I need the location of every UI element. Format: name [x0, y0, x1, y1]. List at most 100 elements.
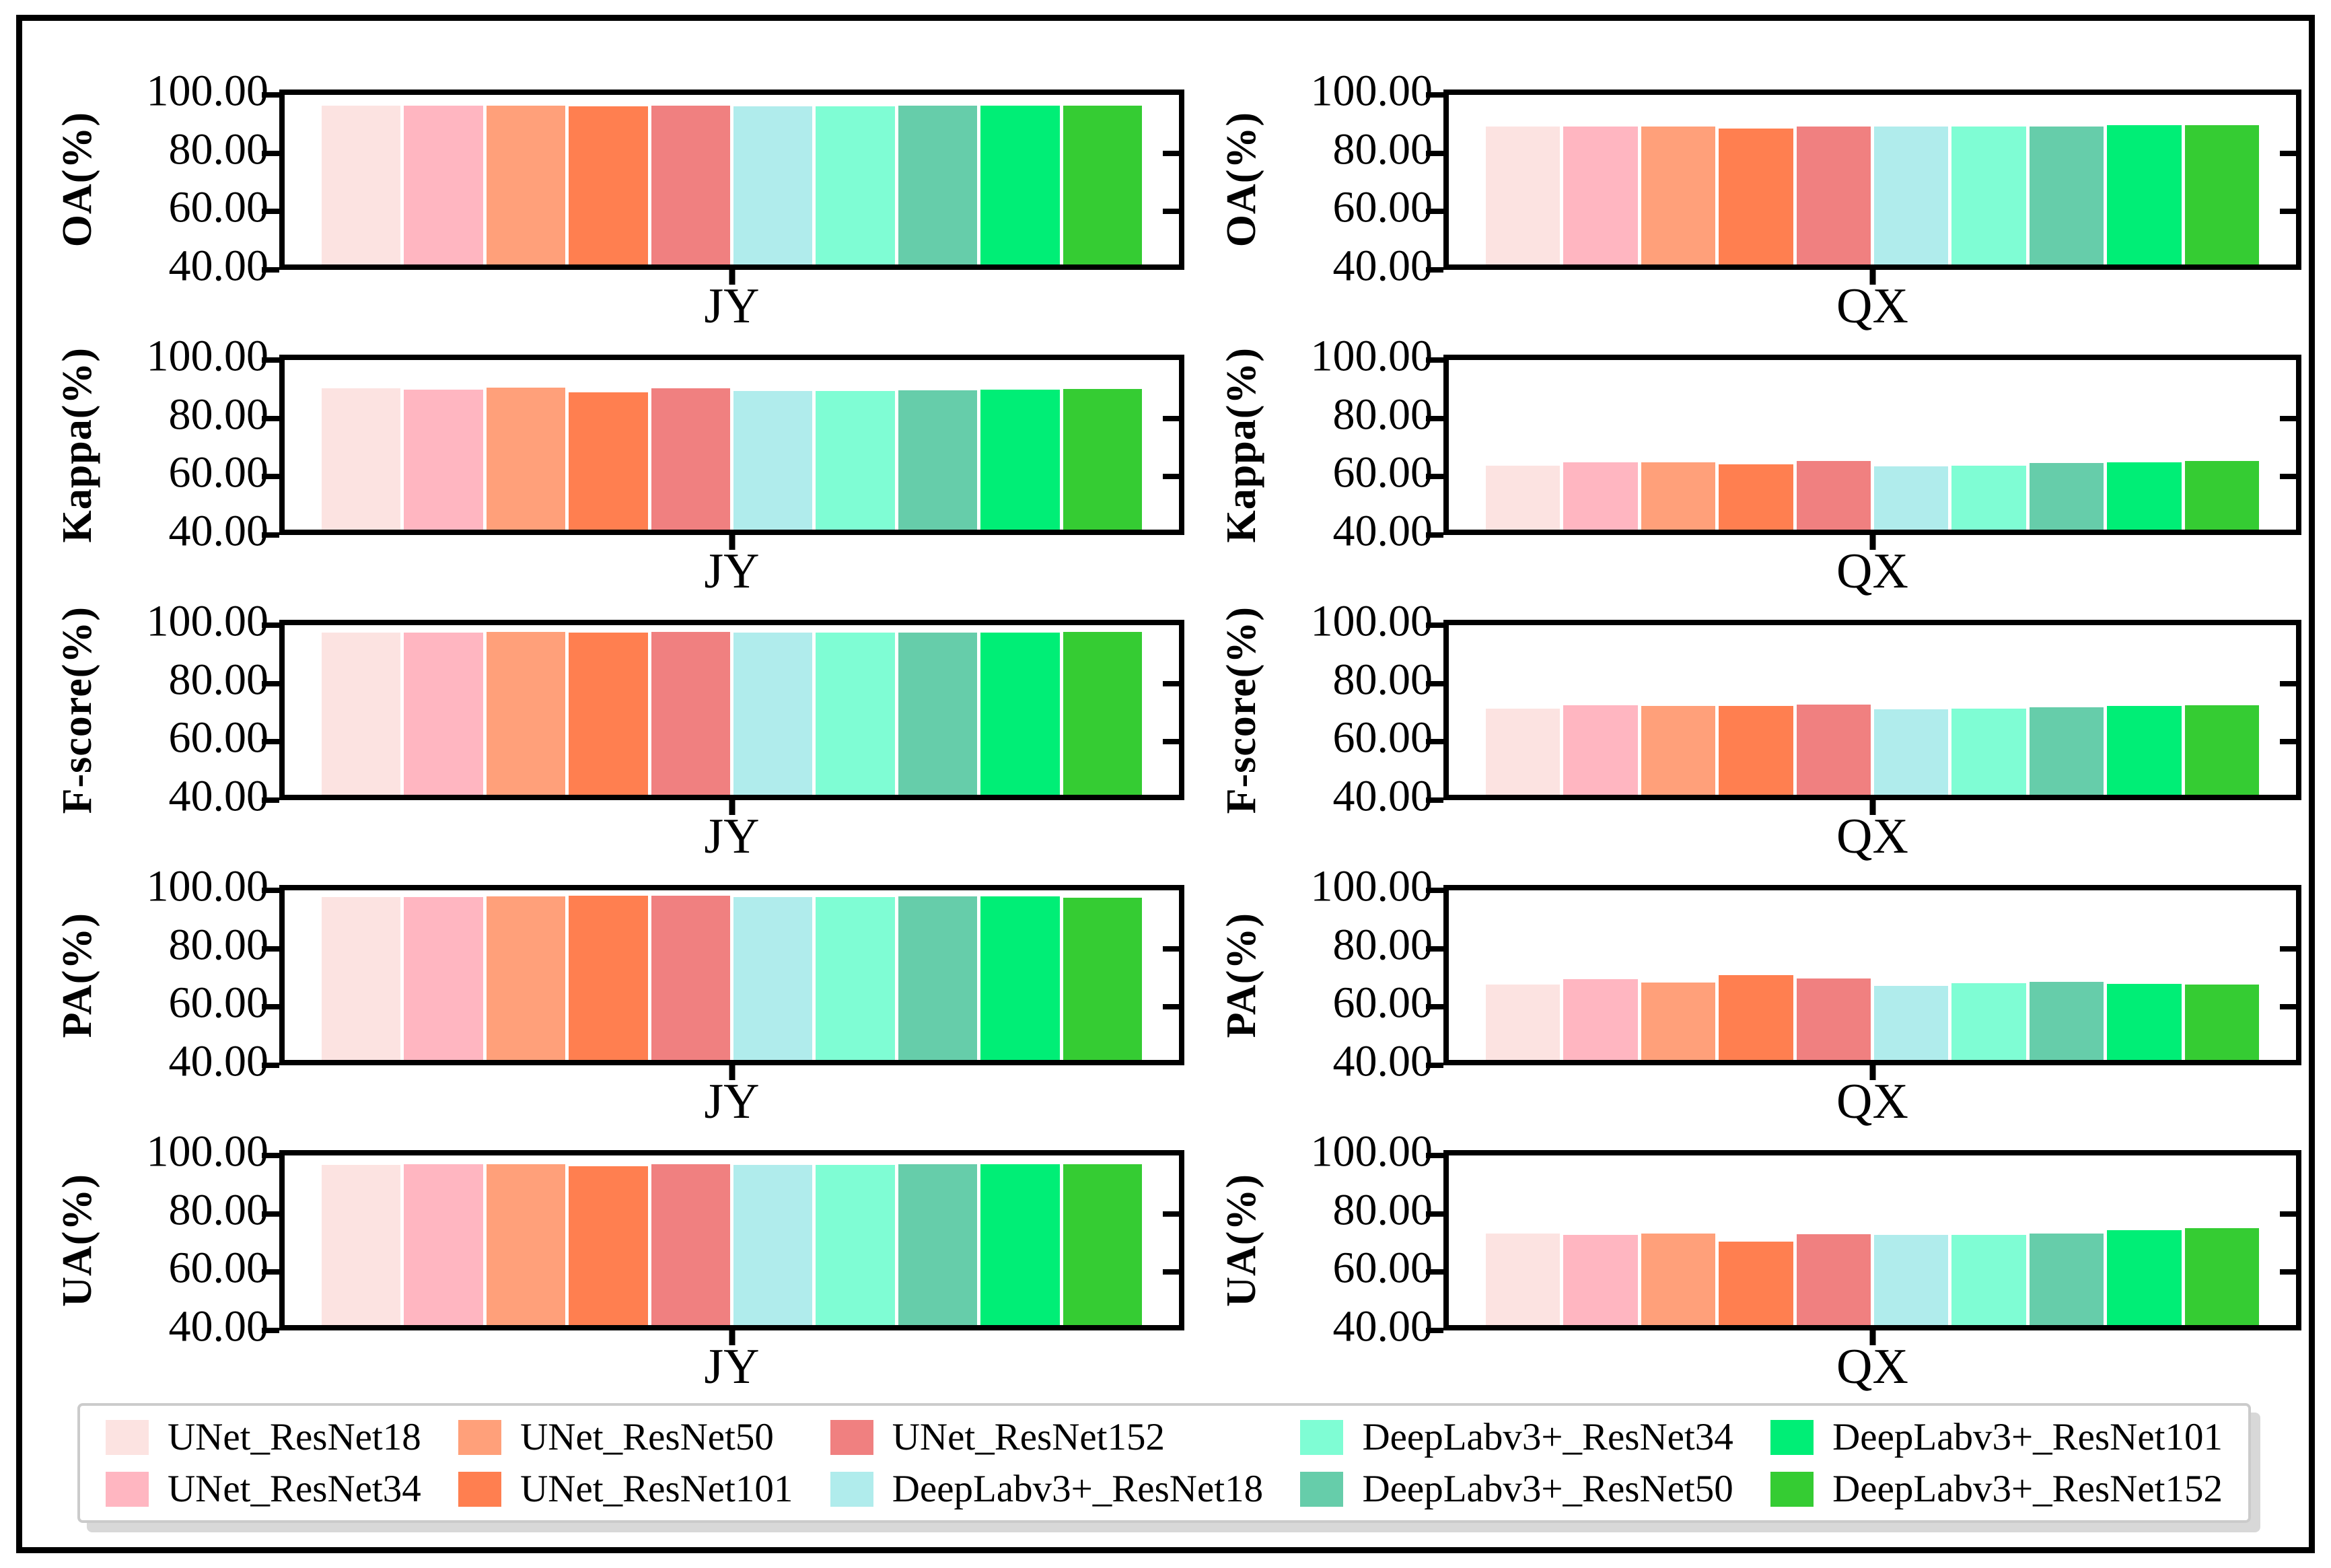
bar-unet-resnet152 — [651, 632, 731, 795]
y-tick-labels: 100.00 80.00 60.00 40.00 — [1279, 599, 1443, 818]
bar-unet-resnet50 — [486, 632, 566, 795]
y-tick-mark — [262, 1063, 279, 1068]
plot-area — [262, 885, 1184, 1080]
y-tick-label: 100.00 — [146, 66, 269, 116]
legend-column: UNet_ResNet152 DeepLabv3+_ResNet18 — [830, 1418, 1263, 1508]
bar-deeplabv3-resnet101 — [2107, 705, 2182, 795]
bar-deeplabv3-resnet50 — [898, 1164, 978, 1325]
bar-group — [285, 1155, 1179, 1325]
x-tick-mark — [1869, 1065, 1875, 1080]
y-tick-mark — [1426, 1269, 1443, 1275]
x-axis-label: QX — [1836, 1074, 1908, 1129]
bar-deeplabv3-resnet152 — [1063, 389, 1143, 530]
bar-unet-resnet18 — [1486, 709, 1561, 795]
bar-unet-resnet34 — [404, 105, 483, 264]
legend-swatch-unet-resnet101 — [458, 1471, 502, 1507]
bar-deeplabv3-resnet101 — [980, 896, 1060, 1060]
bar-deeplabv3-resnet50 — [898, 896, 978, 1060]
y-tick-mark — [1426, 357, 1443, 363]
bar-unet-resnet101 — [569, 895, 648, 1060]
y-tick-mark — [2280, 680, 2296, 686]
bar-unet-resnet152 — [651, 1164, 731, 1325]
bar-unet-resnet50 — [1641, 1233, 1716, 1325]
plot-column: JY — [262, 1150, 1184, 1403]
bar-deeplabv3-resnet152 — [1063, 1164, 1143, 1325]
plot-area — [1426, 90, 2301, 285]
y-tick-label: 40.00 — [1332, 1036, 1433, 1086]
bar-unet-resnet18 — [322, 1164, 401, 1325]
y-tick-label: 60.00 — [1332, 1243, 1433, 1293]
bar-unet-resnet34 — [404, 896, 483, 1060]
y-tick-mark — [2280, 1004, 2296, 1010]
legend-swatch-deeplabv3-resnet101 — [1770, 1419, 1814, 1455]
y-tick-mark — [262, 357, 279, 363]
bar-group — [1449, 890, 2296, 1060]
legend-swatch-deeplabv3-resnet18 — [830, 1471, 873, 1507]
x-tick-mark — [729, 270, 735, 285]
y-tick-mark — [2280, 415, 2296, 421]
y-tick-mark — [1426, 1063, 1443, 1068]
bar-unet-resnet34 — [1563, 978, 1638, 1060]
y-tick-labels: 100.00 80.00 60.00 40.00 — [114, 1129, 279, 1349]
legend-swatch-unet-resnet50 — [458, 1419, 502, 1455]
bar-group — [285, 625, 1179, 795]
legend-swatch-deeplabv3-resnet34 — [1300, 1419, 1344, 1455]
y-tick-label: 40.00 — [1332, 1302, 1433, 1351]
x-tick-mark — [1869, 1330, 1875, 1345]
legend-item: UNet_ResNet18 — [106, 1418, 421, 1456]
plot-area — [262, 90, 1184, 285]
x-axis-label: QX — [1836, 544, 1908, 599]
y-tick-label: 60.00 — [168, 182, 269, 232]
plot-column: JY — [262, 90, 1184, 343]
x-axis-label: QX — [1836, 809, 1908, 864]
y-tick-mark — [262, 622, 279, 628]
x-tick-mark — [1869, 535, 1875, 550]
y-tick-label: 80.00 — [1332, 124, 1433, 174]
y-tick-mark — [2280, 739, 2296, 745]
x-tick-mark — [729, 1065, 735, 1080]
y-tick-mark — [262, 1004, 279, 1010]
bar-deeplabv3-resnet152 — [2184, 124, 2260, 264]
bar-deeplabv3-resnet18 — [1874, 1235, 1949, 1325]
bar-unet-resnet101 — [1719, 129, 1793, 264]
bar-deeplabv3-resnet18 — [1874, 709, 1949, 795]
y-tick-label: 60.00 — [168, 713, 269, 762]
bar-unet-resnet101 — [569, 1166, 648, 1325]
bar-deeplabv3-resnet18 — [733, 1164, 813, 1325]
legend-item: UNet_ResNet34 — [106, 1470, 421, 1508]
bar-unet-resnet34 — [1563, 126, 1638, 264]
y-tick-mark — [262, 1211, 279, 1217]
subplot-pa-qx: PA(%) 100.00 80.00 60.00 40.00 QX — [1205, 864, 2301, 1150]
y-tick-label: 80.00 — [1332, 390, 1433, 439]
legend-label: DeepLabv3+_ResNet152 — [1832, 1468, 2223, 1510]
x-axis-label: QX — [1836, 279, 1908, 334]
bar-unet-resnet18 — [1486, 984, 1561, 1060]
y-tick-mark — [1426, 415, 1443, 421]
y-axis-label-wrap: UA(%) — [40, 1150, 114, 1330]
y-axis-label-wrap: OA(%) — [40, 90, 114, 270]
bar-deeplabv3-resnet152 — [2184, 984, 2260, 1060]
y-tick-label: 100.00 — [1310, 861, 1433, 911]
y-tick-mark — [262, 267, 279, 273]
y-tick-mark — [2280, 474, 2296, 480]
y-tick-label: 60.00 — [168, 978, 269, 1028]
plot-column: QX — [1426, 355, 2301, 608]
legend-item: UNet_ResNet50 — [458, 1418, 793, 1456]
y-tick-label: 40.00 — [1332, 771, 1433, 821]
y-axis-label: PA(%) — [1218, 912, 1264, 1038]
bar-unet-resnet34 — [1563, 1235, 1638, 1325]
y-tick-label: 40.00 — [168, 771, 269, 821]
bar-unet-resnet34 — [404, 632, 483, 795]
bar-deeplabv3-resnet18 — [733, 632, 813, 795]
y-axis-label: Kappa(%) — [54, 347, 100, 543]
bar-unet-resnet50 — [1641, 462, 1716, 530]
y-tick-mark — [262, 532, 279, 538]
y-tick-mark — [262, 739, 279, 745]
subplot-kappa-jy: Kappa(%) 100.00 80.00 60.00 40.00 JY — [40, 334, 1184, 620]
y-tick-mark — [262, 474, 279, 480]
bar-unet-resnet18 — [1486, 1234, 1561, 1325]
bar-unet-resnet18 — [322, 897, 401, 1060]
x-axis-label: JY — [704, 1339, 760, 1394]
bar-deeplabv3-resnet152 — [1063, 897, 1143, 1060]
y-tick-mark — [1163, 946, 1179, 952]
